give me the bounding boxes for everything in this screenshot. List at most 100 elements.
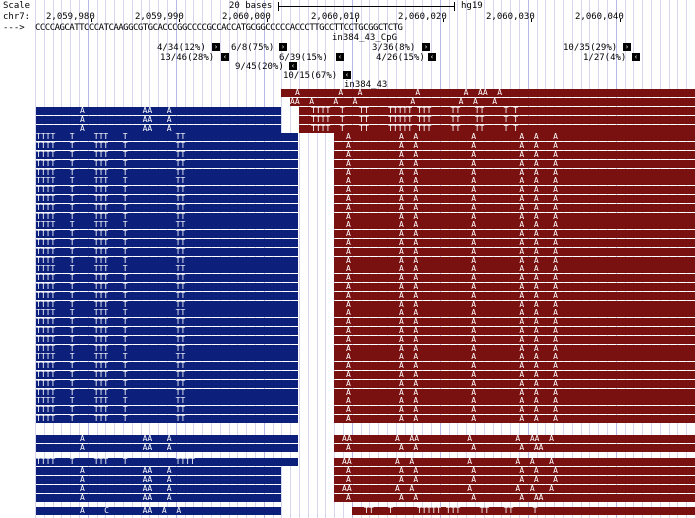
reverse-read[interactable]: A A A A A A A — [334, 388, 695, 397]
strand-box-icon[interactable]: › — [212, 43, 220, 51]
reverse-read[interactable]: A A A A A A A — [334, 256, 695, 265]
reverse-read[interactable]: A A A A A A A — [334, 352, 695, 362]
forward-read[interactable]: TTTT T TTT T TT — [36, 379, 298, 388]
forward-read[interactable]: TTTT T TTT T TT — [36, 159, 298, 168]
reverse-read[interactable]: A A A A A A A — [334, 247, 695, 256]
reverse-read[interactable]: A A A A A A A — [334, 141, 695, 151]
forward-read[interactable]: TTTT T TTT T TT — [36, 194, 298, 203]
reverse-read[interactable]: A A A A A AA — [334, 493, 695, 502]
forward-read[interactable]: TTTT T TTT T TTTT — [36, 457, 298, 466]
forward-read[interactable]: A AA A — [36, 124, 281, 133]
reverse-read[interactable]: A A A A A A A — [334, 220, 695, 230]
strand-box-icon[interactable]: ‹ — [221, 53, 229, 61]
forward-read[interactable]: TTTT T TTT T TT — [36, 361, 298, 371]
forward-read[interactable]: TTTT T TTT T TT — [36, 291, 298, 300]
reverse-read[interactable]: AA A A A A A A A — [290, 97, 695, 106]
reverse-read[interactable]: A A A A A A A — [334, 159, 695, 168]
reverse-read[interactable]: A A A A A A A — [334, 238, 695, 247]
forward-read[interactable]: TTTT T TTT T TT — [36, 238, 298, 247]
forward-read[interactable]: TTTT T TTT T TT — [36, 282, 298, 291]
forward-read[interactable]: A C AA A A — [36, 506, 281, 515]
strand-box-icon[interactable]: › — [279, 43, 287, 51]
forward-read[interactable]: TTTT T TTT T TT — [36, 176, 298, 186]
forward-read[interactable]: TTTT T TTT T TT — [36, 273, 298, 283]
reverse-read[interactable]: A A A A A A A — [334, 326, 695, 335]
reverse-read[interactable]: A A A A A A A — [334, 291, 695, 300]
reverse-read[interactable]: AA A A A A A A — [334, 484, 695, 493]
forward-read[interactable]: TTTT T TTT T TT — [36, 132, 298, 142]
forward-read[interactable]: TTTT T TTT T TT — [36, 220, 298, 230]
forward-read[interactable]: TTTT T TTT T TT — [36, 405, 298, 415]
reverse-read[interactable]: A A A A A A A — [334, 396, 695, 406]
forward-read[interactable]: TTTT T TTT T TT — [36, 370, 298, 379]
reverse-read[interactable]: AA A A A A A A — [334, 457, 695, 466]
reverse-read[interactable]: A A A A A A A — [334, 185, 695, 195]
reverse-read[interactable]: A A A A A A A — [334, 308, 695, 318]
forward-read[interactable]: TTTT T TTT T TT — [36, 168, 298, 177]
strand-box-icon[interactable]: ‹ — [428, 53, 436, 61]
strand-box-icon[interactable]: › — [623, 43, 631, 51]
forward-read[interactable]: TTTT T TTT T TT — [36, 335, 298, 344]
reverse-read[interactable]: TTTT T TT TTTTT TTT TT TT T T — [299, 106, 695, 115]
reverse-read[interactable]: A A A A A A A — [334, 229, 695, 239]
reverse-read[interactable]: A A A A A A A — [334, 370, 695, 379]
reverse-read[interactable]: A A A A A AA — [334, 443, 695, 452]
forward-read[interactable]: TTTT T TTT T TT — [36, 247, 298, 256]
strand-box-icon[interactable]: ‹ — [289, 62, 297, 70]
reverse-read[interactable]: A A A A A A A — [334, 475, 695, 484]
forward-read[interactable]: TTTT T TTT T TT — [36, 396, 298, 406]
strand-box-icon[interactable]: ‹ — [343, 71, 351, 79]
reverse-read[interactable]: AA A AA A A AA A — [334, 434, 695, 443]
reverse-read[interactable]: A A A A A A A — [334, 282, 695, 291]
forward-read[interactable]: TTTT T TTT T TT — [36, 150, 298, 159]
forward-read[interactable]: TTTT T TTT T TT — [36, 317, 298, 327]
reverse-read[interactable]: A A A A A A A — [334, 150, 695, 159]
reverse-read[interactable]: A A A A A A A — [334, 344, 695, 353]
reverse-read[interactable]: A A A A A A A — [334, 132, 695, 142]
reverse-read[interactable]: A A A A A A A — [334, 203, 695, 212]
forward-read[interactable]: A AA A — [36, 443, 298, 452]
forward-read[interactable]: A AA A — [36, 466, 281, 475]
reverse-read[interactable]: A A A A A A A — [334, 300, 695, 309]
forward-read[interactable]: TTTT T TTT T TT — [36, 300, 298, 309]
strand-box-icon[interactable]: ‹ — [632, 53, 640, 61]
reverse-read[interactable]: TTTT T TT TTTTT TTT TT TT T T — [299, 124, 695, 133]
reverse-read[interactable]: A A A A A AA A — [281, 88, 695, 97]
forward-read[interactable]: TTTT T TTT T TT — [36, 414, 298, 423]
reverse-read[interactable]: A A A A A A A — [334, 405, 695, 415]
forward-read[interactable]: TTTT T TTT T TT — [36, 212, 298, 221]
forward-read[interactable]: TTTT T TTT T TT — [36, 256, 298, 265]
reverse-read[interactable]: A A A A A A A — [334, 176, 695, 186]
reverse-read[interactable]: A A A A A A A — [334, 335, 695, 344]
reverse-read[interactable]: A A A A A A A — [334, 194, 695, 203]
reverse-read[interactable]: A A A A A A A — [334, 466, 695, 475]
forward-read[interactable]: TTTT T TTT T TT — [36, 229, 298, 239]
forward-read[interactable]: A AA A — [36, 484, 281, 493]
forward-read[interactable]: A AA A — [36, 434, 298, 443]
reverse-read[interactable]: A A A A A A A — [334, 264, 695, 274]
forward-read[interactable]: A AA A — [36, 493, 281, 502]
forward-read[interactable]: A AA A — [36, 475, 281, 484]
forward-read[interactable]: A AA A — [36, 115, 281, 124]
forward-read[interactable]: TTTT T TTT T TT — [36, 388, 298, 397]
reverse-read[interactable]: A A A A A A A — [334, 414, 695, 423]
reverse-read[interactable]: A A A A A A A — [334, 168, 695, 177]
forward-read[interactable]: TTTT T TTT T TT — [36, 264, 298, 274]
reverse-read[interactable]: A A A A A A A — [334, 212, 695, 221]
forward-read[interactable]: TTTT T TTT T TT — [36, 344, 298, 353]
reverse-read[interactable]: A A A A A A A — [334, 361, 695, 371]
reverse-read[interactable]: TTTT T TT TTTTT TTT TT TT T T — [299, 115, 695, 124]
reverse-read[interactable]: A A A A A A A — [334, 273, 695, 283]
forward-read[interactable]: TTTT T TTT T TT — [36, 326, 298, 335]
reverse-read[interactable]: A A A A A A A — [334, 317, 695, 327]
strand-box-icon[interactable]: ‹ — [336, 53, 344, 61]
forward-read[interactable]: TTTT T TTT T TT — [36, 308, 298, 318]
forward-read[interactable]: TTTT T TTT T TT — [36, 141, 298, 151]
forward-read[interactable]: TTTT T TTT T TT — [36, 185, 298, 195]
forward-read[interactable]: A AA A — [36, 106, 281, 115]
reverse-read[interactable]: A A A A A A A — [334, 379, 695, 388]
reverse-read[interactable]: TT T TTTTT TTT TT TT T — [352, 506, 695, 515]
forward-read[interactable]: TTTT T TTT T TT — [36, 352, 298, 362]
strand-box-icon[interactable]: › — [422, 43, 430, 51]
